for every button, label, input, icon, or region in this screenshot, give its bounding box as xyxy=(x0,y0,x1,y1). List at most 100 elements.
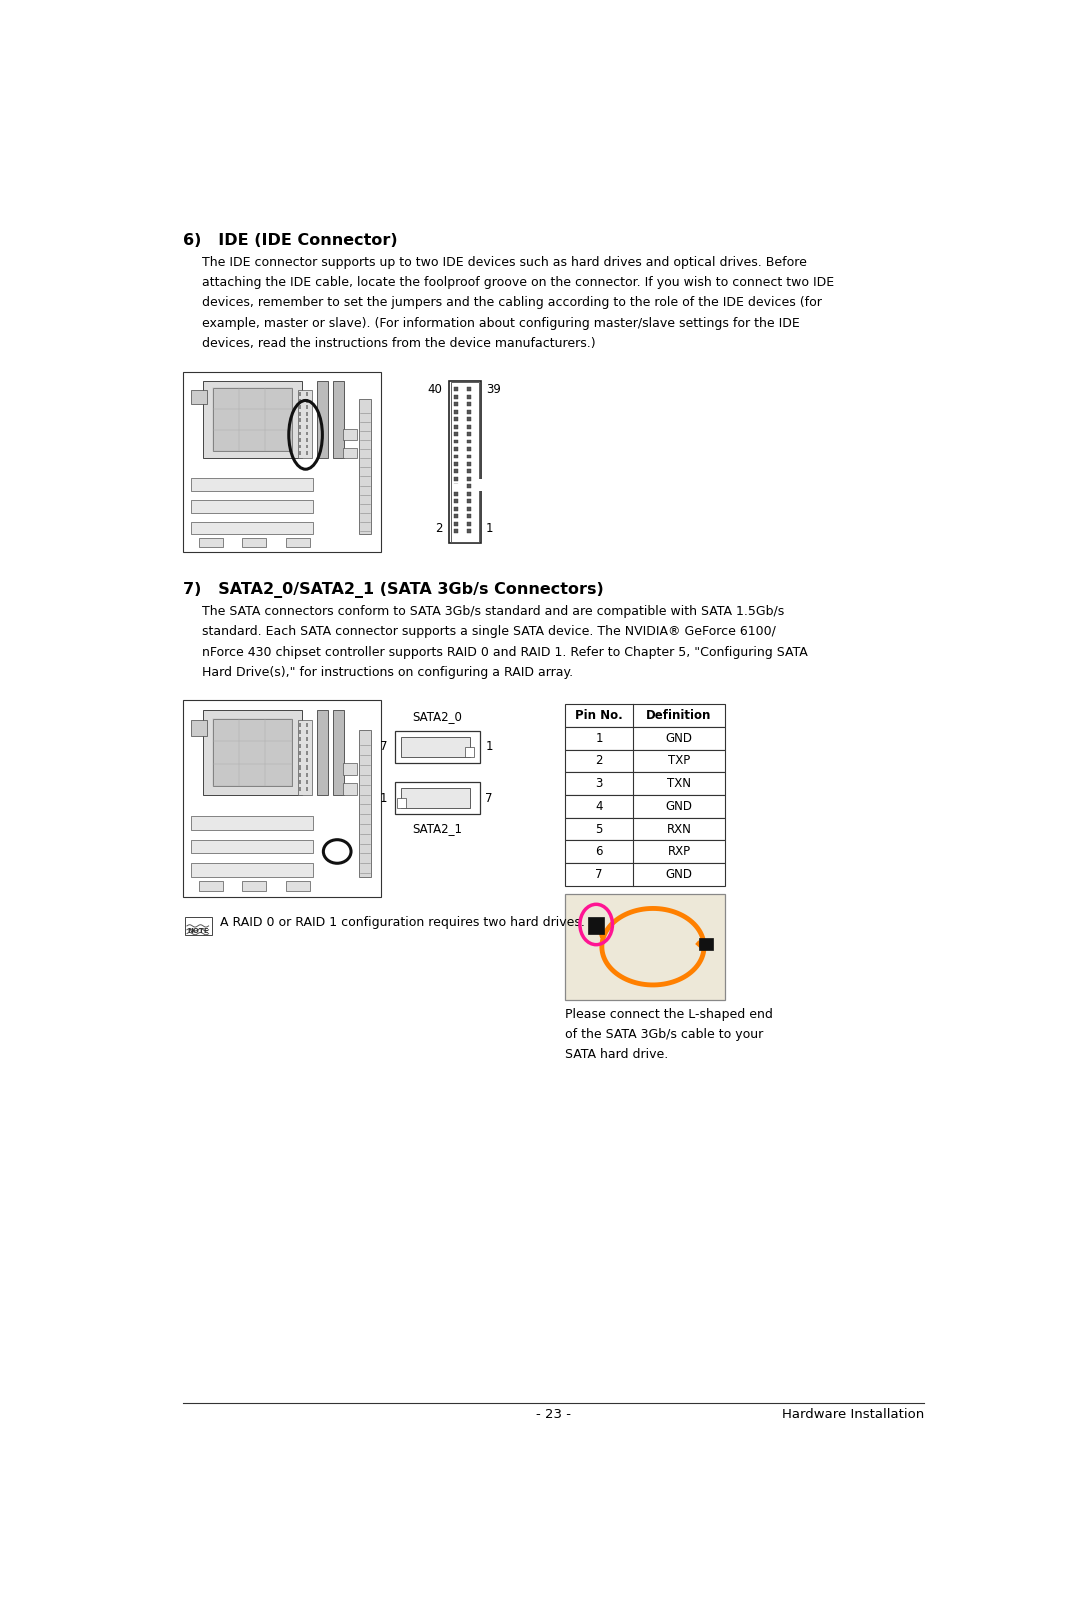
Bar xyxy=(454,529,458,533)
Bar xyxy=(467,409,471,414)
Text: Definition: Definition xyxy=(646,709,712,722)
Text: GND: GND xyxy=(665,800,692,813)
Bar xyxy=(299,431,301,435)
Text: devices, remember to set the jumpers and the cabling according to the role of th: devices, remember to set the jumpers and… xyxy=(202,297,822,310)
Bar xyxy=(467,470,471,473)
Bar xyxy=(454,431,458,436)
Bar xyxy=(307,744,308,749)
Bar xyxy=(467,448,471,451)
Bar xyxy=(299,425,301,428)
Text: NOTE: NOTE xyxy=(187,929,208,934)
Bar xyxy=(299,744,301,749)
Bar xyxy=(454,470,458,473)
Bar xyxy=(454,387,458,391)
Bar xyxy=(454,439,458,443)
Bar xyxy=(307,425,308,428)
Bar xyxy=(213,719,292,786)
Bar xyxy=(307,412,308,415)
Bar xyxy=(454,425,458,428)
Bar xyxy=(467,395,471,399)
Text: Please connect the L-shaped end: Please connect the L-shaped end xyxy=(565,1007,773,1020)
Bar xyxy=(359,730,370,877)
Bar xyxy=(191,816,313,829)
Bar xyxy=(589,917,604,934)
Bar xyxy=(191,478,313,491)
Text: - 23 -: - 23 - xyxy=(536,1408,571,1421)
Bar xyxy=(307,773,308,776)
Text: 7)   SATA2_0/SATA2_1 (SATA 3Gb/s Connectors): 7) SATA2_0/SATA2_1 (SATA 3Gb/s Connector… xyxy=(183,582,604,598)
Bar xyxy=(343,764,357,775)
Text: 3: 3 xyxy=(595,778,603,791)
Bar xyxy=(565,893,725,999)
Bar xyxy=(565,796,725,818)
Text: 2: 2 xyxy=(595,754,603,767)
Bar xyxy=(467,431,471,436)
Bar xyxy=(307,780,308,784)
Text: devices, read the instructions from the device manufacturers.): devices, read the instructions from the … xyxy=(202,337,596,350)
Bar xyxy=(203,380,301,459)
Bar xyxy=(467,454,471,459)
Text: 5: 5 xyxy=(595,823,603,836)
Text: 39: 39 xyxy=(486,383,501,396)
Bar xyxy=(454,417,458,420)
Bar xyxy=(454,476,458,481)
Bar xyxy=(299,419,301,422)
Bar xyxy=(467,462,471,465)
Text: 1: 1 xyxy=(595,731,603,744)
Bar xyxy=(467,499,471,504)
Bar xyxy=(565,818,725,840)
Bar xyxy=(185,916,212,935)
Bar xyxy=(454,448,458,451)
Bar xyxy=(565,840,725,863)
Bar xyxy=(286,537,310,547)
Bar xyxy=(307,419,308,422)
Bar xyxy=(299,751,301,755)
Bar xyxy=(307,751,308,755)
Bar xyxy=(199,881,222,890)
Bar xyxy=(191,521,313,534)
Bar xyxy=(454,403,458,406)
Bar xyxy=(565,704,725,727)
Bar xyxy=(467,521,471,526)
Bar xyxy=(334,711,345,794)
Bar xyxy=(467,492,471,496)
Text: GND: GND xyxy=(665,731,692,744)
Bar xyxy=(299,451,301,456)
Text: 1: 1 xyxy=(485,741,492,754)
Bar xyxy=(359,399,370,534)
Bar xyxy=(454,484,458,488)
Bar xyxy=(343,448,357,459)
Bar xyxy=(307,393,308,396)
Bar xyxy=(307,738,308,741)
Text: 6: 6 xyxy=(595,845,603,858)
Bar xyxy=(449,382,482,542)
Text: Hard Drive(s)," for instructions on configuring a RAID array.: Hard Drive(s)," for instructions on conf… xyxy=(202,666,573,678)
Bar xyxy=(318,711,328,794)
Bar xyxy=(299,738,301,741)
Bar xyxy=(454,492,458,496)
Bar xyxy=(199,537,222,547)
Bar xyxy=(203,711,301,794)
Bar xyxy=(454,462,458,465)
Text: The SATA connectors conform to SATA 3Gb/s standard and are compatible with SATA : The SATA connectors conform to SATA 3Gb/… xyxy=(202,605,785,618)
Bar xyxy=(450,382,480,542)
Bar xyxy=(699,938,713,950)
Bar xyxy=(318,380,328,459)
Bar xyxy=(183,701,380,897)
Bar xyxy=(467,439,471,443)
Bar xyxy=(343,783,357,794)
Bar xyxy=(565,772,725,796)
Bar xyxy=(299,723,301,727)
Bar xyxy=(467,387,471,391)
Bar xyxy=(453,484,459,489)
Bar xyxy=(454,515,458,518)
Bar xyxy=(299,438,301,441)
Text: RXN: RXN xyxy=(666,823,691,836)
Text: 40: 40 xyxy=(428,383,443,396)
Text: attaching the IDE cable, locate the foolproof groove on the connector. If you wi: attaching the IDE cable, locate the fool… xyxy=(202,276,835,289)
Bar xyxy=(565,749,725,772)
Text: 2: 2 xyxy=(435,523,443,536)
Bar xyxy=(299,399,301,403)
Text: Pin No.: Pin No. xyxy=(576,709,623,722)
Bar xyxy=(343,430,357,439)
